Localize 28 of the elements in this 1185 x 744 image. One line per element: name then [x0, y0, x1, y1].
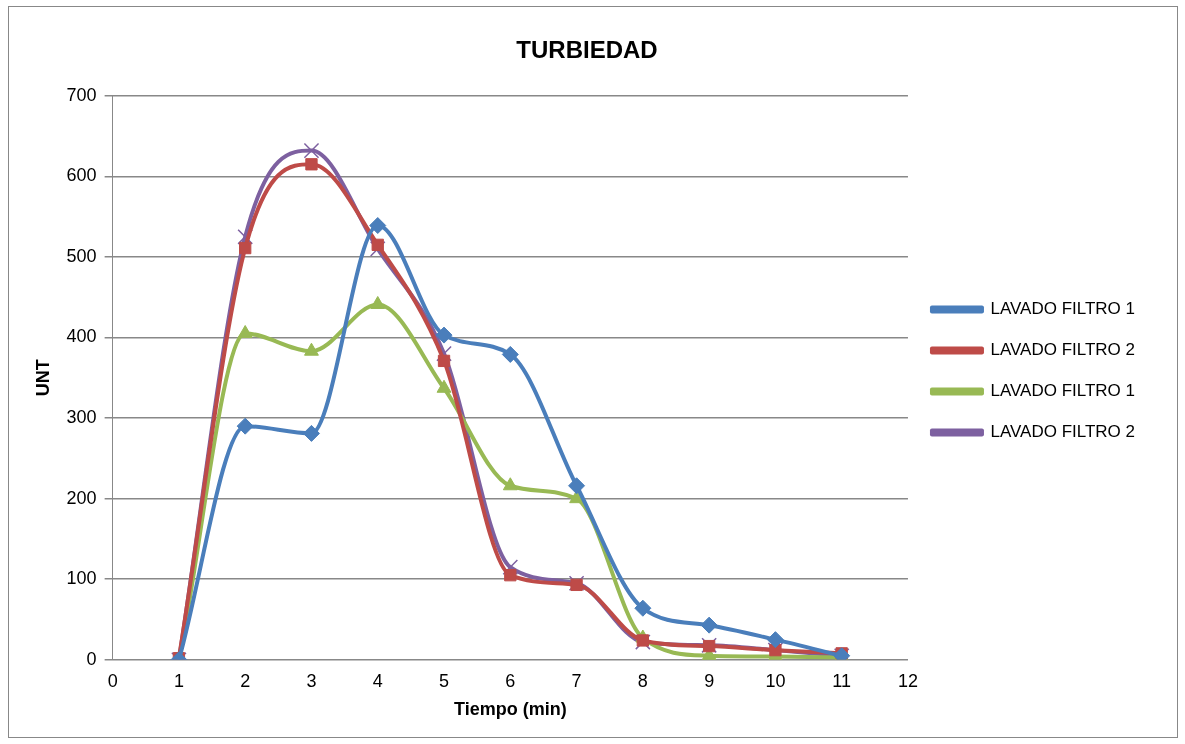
- y-tick-label: 300: [66, 407, 97, 428]
- x-tick-label: 0: [107, 670, 118, 691]
- x-axis-title: Tiempo (min): [453, 699, 567, 720]
- legend-label: LAVADO FILTRO 1: [990, 381, 1136, 401]
- legend-label: LAVADO FILTRO 2: [990, 340, 1136, 360]
- y-tick-label: 400: [66, 326, 97, 347]
- y-tick-label: 0: [86, 648, 97, 669]
- legend-label: LAVADO FILTRO 2: [990, 422, 1136, 442]
- y-axis-title: UNT: [32, 359, 53, 397]
- x-tick-label: 10: [765, 670, 786, 691]
- y-tick-label: 500: [66, 245, 97, 266]
- x-tick-label: 5: [439, 670, 450, 691]
- x-tick-label: 1: [173, 670, 184, 691]
- x-tick-label: 12: [897, 670, 918, 691]
- x-tick-label: 3: [306, 670, 317, 691]
- x-tick-label: 9: [704, 670, 715, 691]
- x-tick-label: 8: [637, 670, 648, 691]
- legend-label: LAVADO FILTRO 1: [990, 299, 1136, 319]
- y-tick-label: 700: [66, 84, 97, 105]
- x-tick-label: 11: [832, 670, 852, 691]
- chart-title: TURBIEDAD: [516, 36, 658, 64]
- x-tick-label: 7: [571, 670, 582, 691]
- y-tick-label: 200: [66, 487, 97, 508]
- y-tick-label: 100: [66, 568, 97, 589]
- x-tick-label: 4: [372, 670, 383, 691]
- x-tick-label: 2: [240, 670, 251, 691]
- y-tick-label: 600: [66, 165, 97, 186]
- x-tick-label: 6: [505, 670, 516, 691]
